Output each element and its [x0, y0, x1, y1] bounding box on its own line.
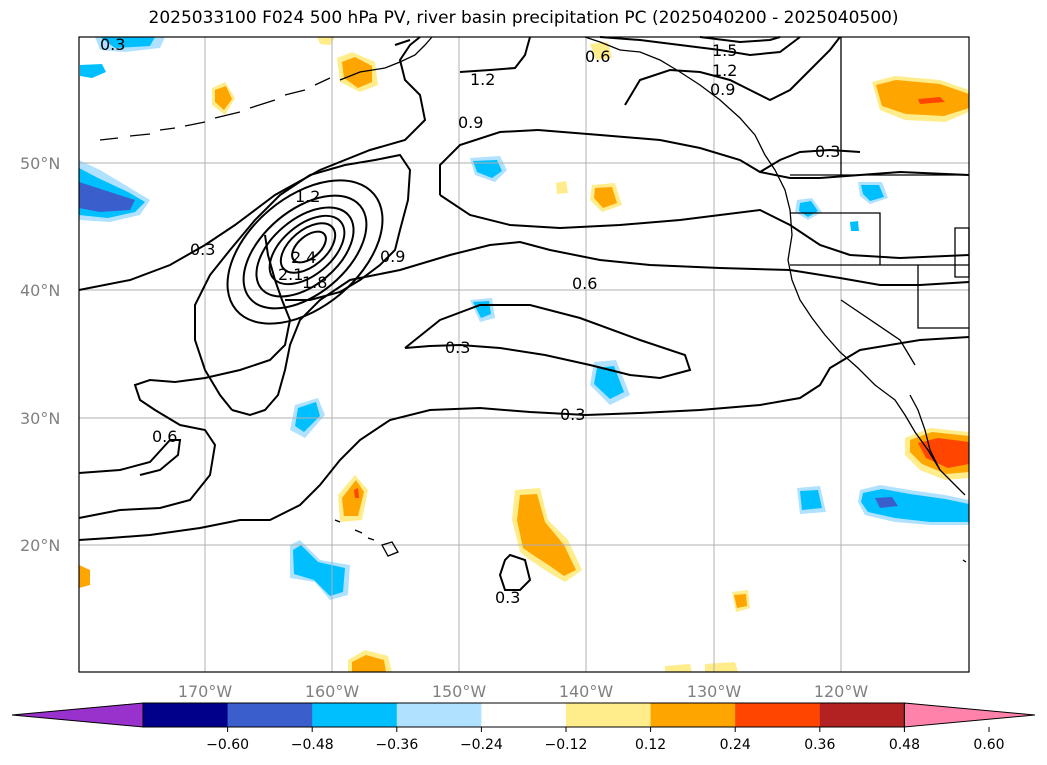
colorbar-extend-low — [11, 702, 144, 728]
colorbar-tick-label: −0.60 — [206, 737, 249, 753]
pv-contours — [78, 36, 970, 591]
contour-label: 0.3 — [815, 142, 840, 161]
contour-label: 0.9 — [380, 247, 405, 266]
lat-label: 50°N — [20, 154, 60, 173]
contour-label: 1.2 — [712, 61, 737, 80]
colorbar-tick-label: 0.60 — [973, 737, 1004, 753]
lat-label: 20°N — [20, 536, 60, 555]
map-background — [79, 37, 969, 672]
colorbar-tick-label: 0.48 — [889, 737, 920, 753]
colorbar-tick-label: 0.12 — [635, 737, 666, 753]
figure-title: 2025033100 F024 500 hPa PV, river basin … — [148, 8, 899, 28]
contour-label: 0.3 — [190, 240, 215, 259]
colorbar-segment — [143, 703, 229, 727]
contour-label: 2.4 — [291, 248, 316, 267]
colorbar-outline — [142, 702, 905, 728]
contour-label: 0.6 — [572, 274, 597, 293]
colorbar-segment — [227, 703, 313, 727]
colorbar-tick-label: −0.24 — [460, 737, 503, 753]
longitude-labels: 170°W 160°W 150°W 140°W 130°W 120°W — [178, 682, 869, 701]
contour-label: 0.9 — [458, 113, 483, 132]
contour-label: 1.2 — [295, 187, 320, 206]
contour-labels: 0.3 0.6 0.9 1.2 1.5 1.2 0.9 0.6 0.3 0.3 … — [100, 35, 840, 607]
colorbar-tick-label: −0.48 — [291, 737, 334, 753]
lat-label: 30°N — [20, 409, 60, 428]
colorbar-segment — [819, 703, 905, 727]
contour-label: 0.9 — [710, 80, 735, 99]
colorbar-tick-label: −0.12 — [545, 737, 588, 753]
colorbar: −0.60 −0.48 −0.36 −0.24 −0.12 0.12 0.24 0.36 0.4… — [11, 702, 1036, 753]
colorbar-segment — [566, 703, 652, 727]
colorbar-tick-label: 0.36 — [804, 737, 835, 753]
colorbar-segment — [312, 703, 398, 727]
lon-label: 160°W — [305, 682, 360, 701]
latitude-labels: 50°N 40°N 30°N 20°N — [20, 154, 60, 555]
lon-label: 170°W — [178, 682, 233, 701]
contour-label: 0.3 — [495, 588, 520, 607]
lon-label: 120°W — [814, 682, 869, 701]
lon-label: 140°W — [559, 682, 614, 701]
contour-label: 1.2 — [470, 70, 495, 89]
contour-label: 0.6 — [152, 427, 177, 446]
lat-label: 40°N — [20, 281, 60, 300]
contour-label: 2.1 — [278, 265, 303, 284]
lon-label: 150°W — [432, 682, 487, 701]
contour-label: 1.8 — [302, 273, 327, 292]
contour-label: 1.5 — [712, 41, 737, 60]
colorbar-tick-label: 0.24 — [720, 737, 751, 753]
contour-label: 0.3 — [100, 35, 125, 54]
colorbar-segment — [650, 703, 736, 727]
colorbar-segment — [481, 703, 567, 727]
contour-label: 0.3 — [445, 338, 470, 357]
colorbar-tick-label: −0.36 — [375, 737, 418, 753]
graticule — [79, 37, 969, 672]
contour-label: 0.3 — [560, 405, 585, 424]
colorbar-extend-high — [903, 702, 1036, 728]
lon-label: 130°W — [687, 682, 742, 701]
map-frame — [78, 36, 970, 673]
colorbar-segment — [735, 703, 821, 727]
contour-label: 0.6 — [585, 47, 610, 66]
colorbar-segment — [396, 703, 482, 727]
